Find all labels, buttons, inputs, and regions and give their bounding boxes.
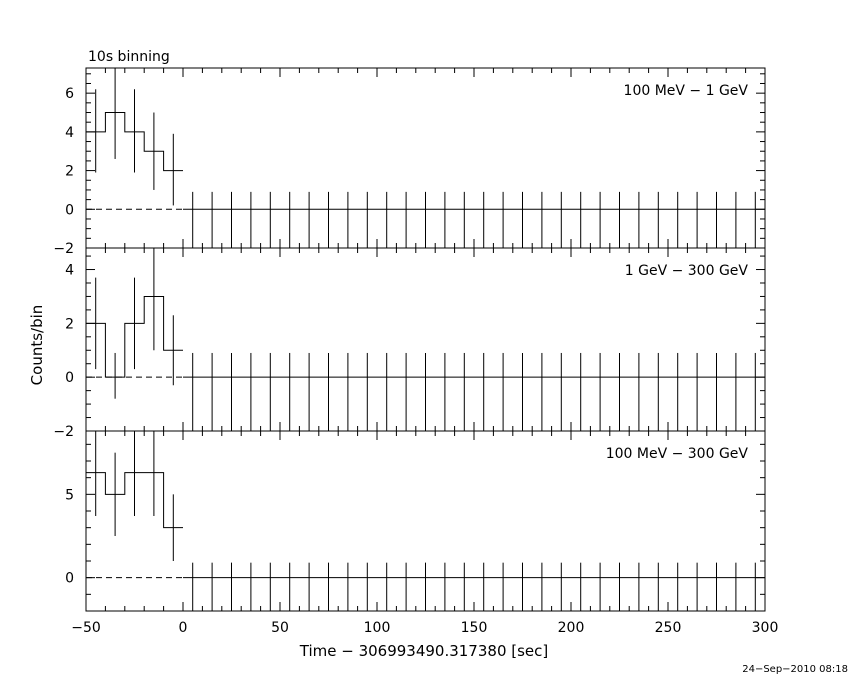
x-tick-label: 0 [179,620,188,636]
y-tick-label: 0 [65,571,74,587]
x-tick-label: 250 [655,620,682,636]
y-tick-label: 2 [65,164,74,180]
panel-high-energy: −2 0 2 4 1 GeV − 300 GeV [53,247,766,440]
y-tick-label: 0 [65,370,74,386]
energy-band-label: 100 MeV − 300 GeV [606,446,749,462]
x-tick-label: −50 [71,620,101,636]
x-tick-label: 150 [461,620,488,636]
chart-title: 10s binning [88,49,170,65]
y-tick-label: 5 [65,487,74,503]
y-tick-label: 6 [65,86,74,102]
energy-band-label: 100 MeV − 1 GeV [624,83,749,99]
y-tick-label: 4 [65,263,74,279]
x-tick-label: 200 [558,620,585,636]
x-axis-tick-labels: −50 0 50 100 150 200 250 300 [71,620,778,636]
x-tick-label: 100 [364,620,391,636]
panel-low-energy: −2 0 2 4 6 100 MeV − 1 GeV [53,67,766,257]
y-tick-label: 4 [65,125,74,141]
x-tick-label: 300 [752,620,779,636]
y-tick-label: −2 [53,424,74,440]
y-tick-label: −2 [53,241,74,257]
y-tick-label: 0 [65,202,74,218]
footer-timestamp: 24−Sep−2010 08:18 [742,664,848,675]
x-axis-label: Time − 306993490.317380 [sec] [299,642,549,660]
histogram-step [86,472,183,529]
y-axis-label: Counts/bin [28,305,46,386]
y-tick-label: 2 [65,316,74,332]
x-tick-label: 50 [271,620,289,636]
panel-all-energy: 0 5 100 MeV − 300 GeV [65,430,766,612]
energy-band-label: 1 GeV − 300 GeV [625,263,749,279]
